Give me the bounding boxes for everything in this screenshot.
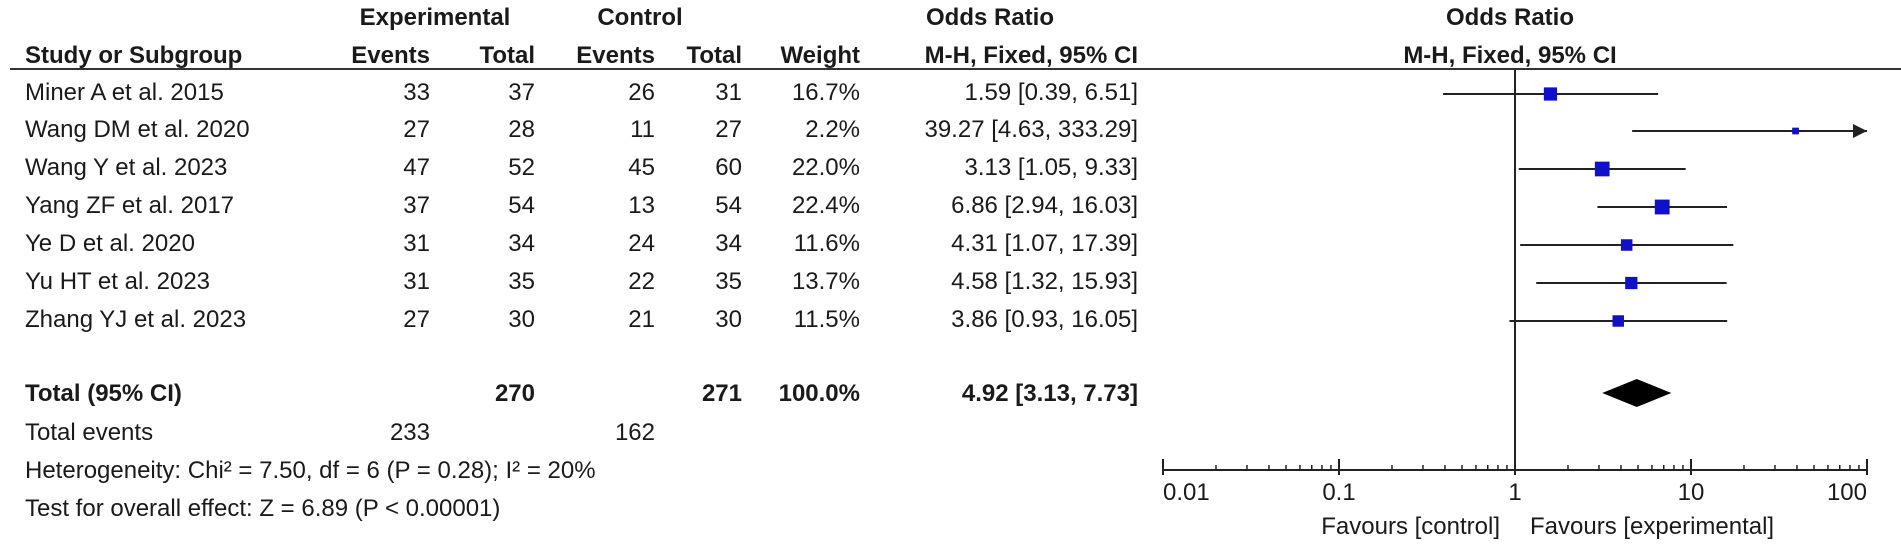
events-experimental: 27 (403, 116, 430, 143)
odds-ratio-ci: 3.13 [1.05, 9.33] (964, 154, 1138, 181)
odds-ratio-ci: 39.27 [4.63, 333.29] (924, 116, 1138, 143)
overall-effect-text: Test for overall effect: Z = 6.89 (P < 0… (25, 495, 501, 522)
table-row: Yu HT et al. 2023 31 35 22 35 13.7% 4.58… (0, 270, 1150, 298)
pooled-diamond (1602, 379, 1672, 407)
total-label: Total (95% CI) (25, 380, 182, 407)
events-control: 26 (628, 79, 655, 106)
total-experimental: 30 (508, 306, 535, 333)
odds-ratio-ci: 4.58 [1.32, 15.93] (951, 268, 1138, 295)
x-tick-label: 0.1 (1322, 479, 1355, 506)
total-events-experimental: 233 (389, 419, 430, 446)
point-estimate-square (1654, 199, 1670, 215)
plot-title: Odds Ratio (1445, 4, 1574, 31)
col-events-e: Events (351, 42, 430, 69)
study-name: Wang Y et al. 2023 (25, 154, 228, 181)
total-experimental: 35 (508, 268, 535, 295)
table-row: Zhang YJ et al. 2023 27 30 21 30 11.5% 3… (0, 308, 1150, 336)
point-estimate-square (1612, 315, 1624, 327)
total-experimental: 52 (508, 154, 535, 181)
x-tick-label: 0.01 (1163, 479, 1210, 506)
total-control: 34 (715, 230, 742, 257)
col-total-e: Total (479, 42, 535, 69)
header-odds-ratio: Odds Ratio (925, 4, 1054, 31)
col-weight: Weight (780, 42, 860, 69)
table-row: Wang Y et al. 2023 47 52 45 60 22.0% 3.1… (0, 156, 1150, 184)
total-control: 30 (715, 306, 742, 333)
events-experimental: 33 (403, 79, 430, 106)
table-row: Wang DM et al. 2020 27 28 11 27 2.2% 39.… (0, 118, 1150, 146)
total-control: 35 (715, 268, 742, 295)
x-tick-label: 10 (1678, 479, 1705, 506)
events-control: 11 (630, 116, 655, 143)
events-experimental: 47 (403, 154, 430, 181)
total-control: 31 (715, 79, 742, 106)
total-experimental: 28 (508, 116, 535, 143)
total-weight: 100.0% (778, 380, 860, 407)
events-control: 45 (628, 154, 655, 181)
total-experimental: 37 (508, 79, 535, 106)
study-name: Yu HT et al. 2023 (25, 268, 211, 295)
odds-ratio-ci: 1.59 [0.39, 6.51] (964, 79, 1138, 106)
header-rule (10, 68, 1901, 70)
events-control: 22 (628, 268, 655, 295)
point-estimate-square (1620, 239, 1633, 251)
total-odds-ratio-ci: 4.92 [3.13, 7.73] (961, 380, 1138, 407)
events-experimental: 31 (403, 268, 430, 295)
heterogeneity-text: Heterogeneity: Chi² = 7.50, df = 6 (P = … (25, 457, 596, 484)
table-row: Ye D et al. 2020 31 34 24 34 11.6% 4.31 … (0, 232, 1150, 260)
col-events-c: Events (576, 42, 655, 69)
weight: 11.5% (793, 306, 860, 333)
total-control: 60 (715, 154, 742, 181)
events-control: 21 (628, 306, 655, 333)
weight: 16.7% (791, 79, 860, 106)
odds-ratio-ci: 3.86 [0.93, 16.05] (951, 306, 1138, 333)
favours-experimental-label: Favours [experimental] (1530, 513, 1775, 540)
weight: 22.4% (791, 192, 860, 219)
events-experimental: 37 (403, 192, 430, 219)
events-control: 24 (628, 230, 655, 257)
ci-arrow-icon (1853, 124, 1867, 138)
total-control-sum: 271 (701, 380, 742, 407)
total-control: 27 (715, 116, 742, 143)
plot-method: M-H, Fixed, 95% CI (1403, 42, 1617, 69)
events-control: 13 (628, 192, 655, 219)
header-control: Control (597, 4, 683, 31)
total-control: 54 (715, 192, 742, 219)
odds-ratio-ci: 6.86 [2.94, 16.03] (951, 192, 1138, 219)
study-name: Ye D et al. 2020 (25, 230, 195, 257)
weight: 11.6% (793, 230, 860, 257)
x-tick-label: 100 (1827, 479, 1867, 506)
x-tick-label: 1 (1508, 479, 1521, 506)
col-study: Study or Subgroup (25, 42, 243, 69)
point-estimate-square (1543, 87, 1558, 101)
total-events-label: Total events (25, 419, 154, 446)
weight: 22.0% (791, 154, 860, 181)
total-experimental: 54 (508, 192, 535, 219)
point-estimate-square (1625, 276, 1638, 290)
events-experimental: 27 (403, 306, 430, 333)
point-estimate-square (1594, 161, 1610, 177)
point-estimate-square (1792, 127, 1799, 135)
odds-ratio-ci: 4.31 [1.07, 17.39] (951, 230, 1138, 257)
study-name: Wang DM et al. 2020 (25, 116, 250, 143)
table-row: Miner A et al. 2015 33 37 26 31 16.7% 1.… (0, 81, 1150, 109)
total-experimental: 34 (508, 230, 535, 257)
study-name: Zhang YJ et al. 2023 (25, 306, 247, 333)
col-method: M-H, Fixed, 95% CI (924, 42, 1138, 69)
study-name: Yang ZF et al. 2017 (25, 192, 235, 219)
favours-control-label: Favours [control] (1321, 513, 1500, 540)
study-name: Miner A et al. 2015 (25, 79, 224, 106)
total-experimental-sum: 270 (494, 380, 535, 407)
header-experimental: Experimental (359, 4, 511, 31)
total-events-control: 162 (614, 419, 655, 446)
col-total-c: Total (686, 42, 742, 69)
weight: 2.2% (805, 116, 860, 143)
events-experimental: 31 (403, 230, 430, 257)
table-row: Yang ZF et al. 2017 37 54 13 54 22.4% 6.… (0, 194, 1150, 222)
weight: 13.7% (791, 268, 860, 295)
